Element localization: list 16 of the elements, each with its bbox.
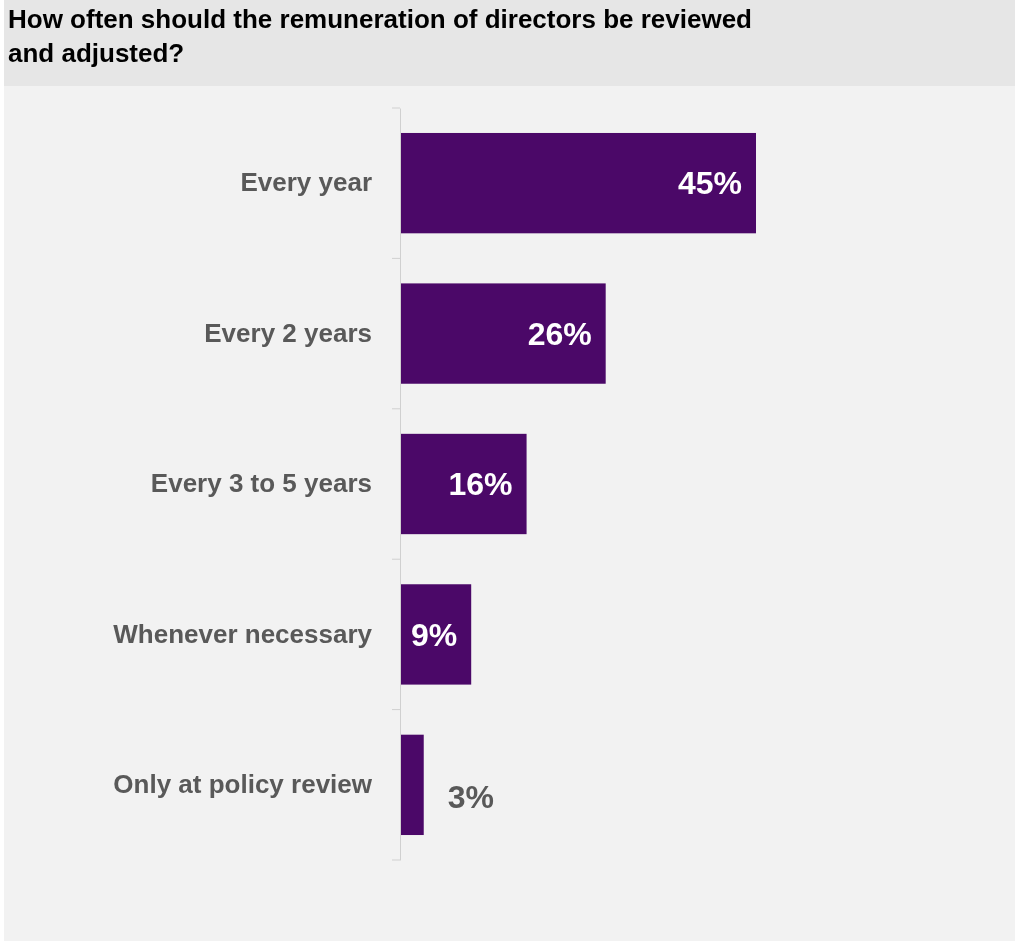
- bar: [400, 132, 756, 234]
- y-tick-label: Every 3 to 5 years: [150, 468, 372, 499]
- y-tick-label: Only at policy review: [113, 769, 373, 800]
- bar: [400, 433, 527, 535]
- bar: [400, 283, 606, 384]
- bar: [400, 734, 424, 836]
- bar: [400, 584, 472, 685]
- data-label: 3%: [447, 779, 494, 816]
- data-label: 45%: [677, 165, 742, 202]
- data-label: 26%: [527, 315, 592, 352]
- y-tick-label: Whenever necessary: [113, 618, 373, 649]
- chart-title: How often should the remuneration of directors be reviewed and adjusted?: [8, 4, 752, 68]
- y-tick-label: Every 2 years: [204, 317, 372, 348]
- data-label: 9%: [410, 616, 458, 653]
- data-label: 16%: [448, 466, 513, 503]
- y-tick-label: Every year: [240, 167, 372, 198]
